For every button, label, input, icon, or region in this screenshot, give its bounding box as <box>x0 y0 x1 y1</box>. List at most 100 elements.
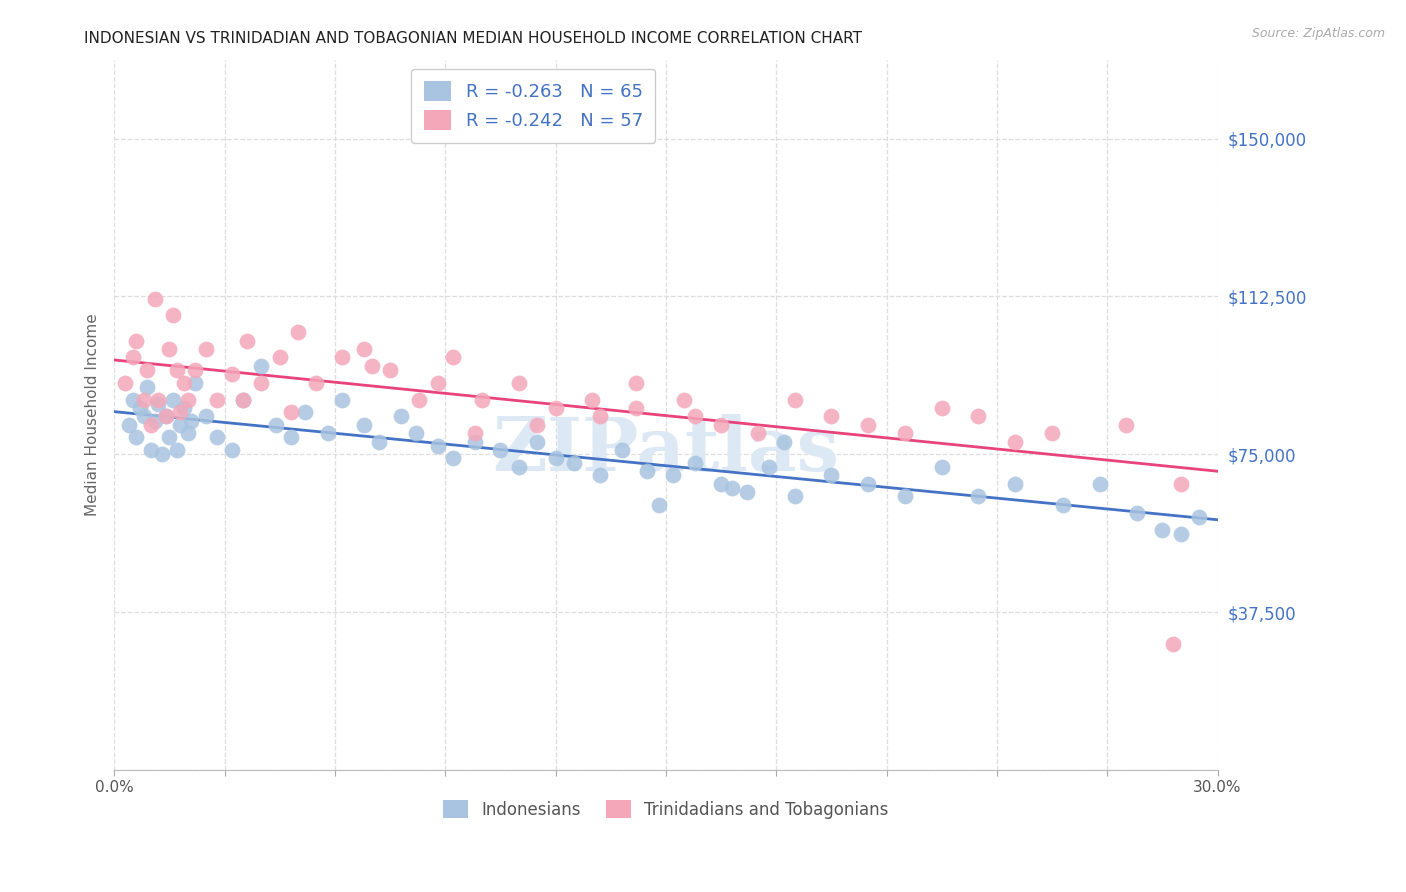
Point <box>894 426 917 441</box>
Point <box>169 405 191 419</box>
Point <box>820 468 842 483</box>
Point <box>205 392 228 407</box>
Point <box>626 376 648 390</box>
Point <box>136 363 159 377</box>
Point <box>166 363 188 377</box>
Point <box>360 359 382 373</box>
Point <box>685 456 707 470</box>
Point <box>121 351 143 365</box>
Point <box>139 443 162 458</box>
Point <box>232 392 254 407</box>
Point <box>173 376 195 390</box>
Point <box>721 481 744 495</box>
Point <box>464 434 486 449</box>
Point <box>330 351 353 365</box>
Point <box>305 376 328 390</box>
Point <box>235 334 257 348</box>
Point <box>1040 426 1063 441</box>
Point <box>758 459 780 474</box>
Point <box>132 392 155 407</box>
Point <box>280 430 302 444</box>
Point <box>408 392 430 407</box>
Point <box>610 443 633 458</box>
Point <box>544 451 567 466</box>
Point <box>526 434 548 449</box>
Point <box>710 476 733 491</box>
Point <box>148 392 170 407</box>
Point <box>1052 498 1074 512</box>
Point <box>125 334 148 348</box>
Text: ZIPatlas: ZIPatlas <box>492 414 839 487</box>
Point <box>441 351 464 365</box>
Point <box>195 342 218 356</box>
Point <box>150 447 173 461</box>
Point <box>368 434 391 449</box>
Point <box>180 414 202 428</box>
Point <box>353 342 375 356</box>
Point <box>155 409 177 424</box>
Point <box>269 351 291 365</box>
Point <box>1088 476 1111 491</box>
Point <box>132 409 155 424</box>
Point <box>125 430 148 444</box>
Point <box>783 489 806 503</box>
Point <box>378 363 401 377</box>
Point <box>1170 527 1192 541</box>
Point <box>967 409 990 424</box>
Point <box>221 368 243 382</box>
Point <box>177 392 200 407</box>
Point <box>426 376 449 390</box>
Point <box>783 392 806 407</box>
Point <box>232 392 254 407</box>
Text: INDONESIAN VS TRINIDADIAN AND TOBAGONIAN MEDIAN HOUSEHOLD INCOME CORRELATION CHA: INDONESIAN VS TRINIDADIAN AND TOBAGONIAN… <box>84 31 862 46</box>
Point <box>931 401 953 415</box>
Point <box>118 417 141 432</box>
Point <box>129 401 152 415</box>
Point <box>136 380 159 394</box>
Point <box>173 401 195 415</box>
Point <box>157 430 180 444</box>
Point <box>647 498 669 512</box>
Point <box>221 443 243 458</box>
Point <box>143 292 166 306</box>
Point <box>287 325 309 339</box>
Point <box>177 426 200 441</box>
Point <box>184 363 207 377</box>
Point <box>114 376 136 390</box>
Point <box>169 417 191 432</box>
Point <box>589 409 612 424</box>
Point <box>294 405 316 419</box>
Point <box>148 397 170 411</box>
Point <box>508 376 530 390</box>
Point <box>250 359 273 373</box>
Point <box>143 414 166 428</box>
Point <box>1115 417 1137 432</box>
Point <box>389 409 412 424</box>
Point <box>856 476 879 491</box>
Point <box>250 376 273 390</box>
Text: Source: ZipAtlas.com: Source: ZipAtlas.com <box>1251 27 1385 40</box>
Point <box>581 392 603 407</box>
Point <box>1004 476 1026 491</box>
Point <box>464 426 486 441</box>
Point <box>1004 434 1026 449</box>
Point <box>264 417 287 432</box>
Point <box>820 409 842 424</box>
Point <box>1152 523 1174 537</box>
Point <box>184 376 207 390</box>
Point <box>166 443 188 458</box>
Point <box>894 489 917 503</box>
Point <box>710 417 733 432</box>
Point <box>353 417 375 432</box>
Point <box>162 309 184 323</box>
Y-axis label: Median Household Income: Median Household Income <box>86 313 100 516</box>
Point <box>441 451 464 466</box>
Point <box>489 443 512 458</box>
Point <box>162 392 184 407</box>
Point <box>685 409 707 424</box>
Point <box>205 430 228 444</box>
Point <box>662 468 685 483</box>
Point <box>330 392 353 407</box>
Point <box>316 426 339 441</box>
Point <box>735 485 758 500</box>
